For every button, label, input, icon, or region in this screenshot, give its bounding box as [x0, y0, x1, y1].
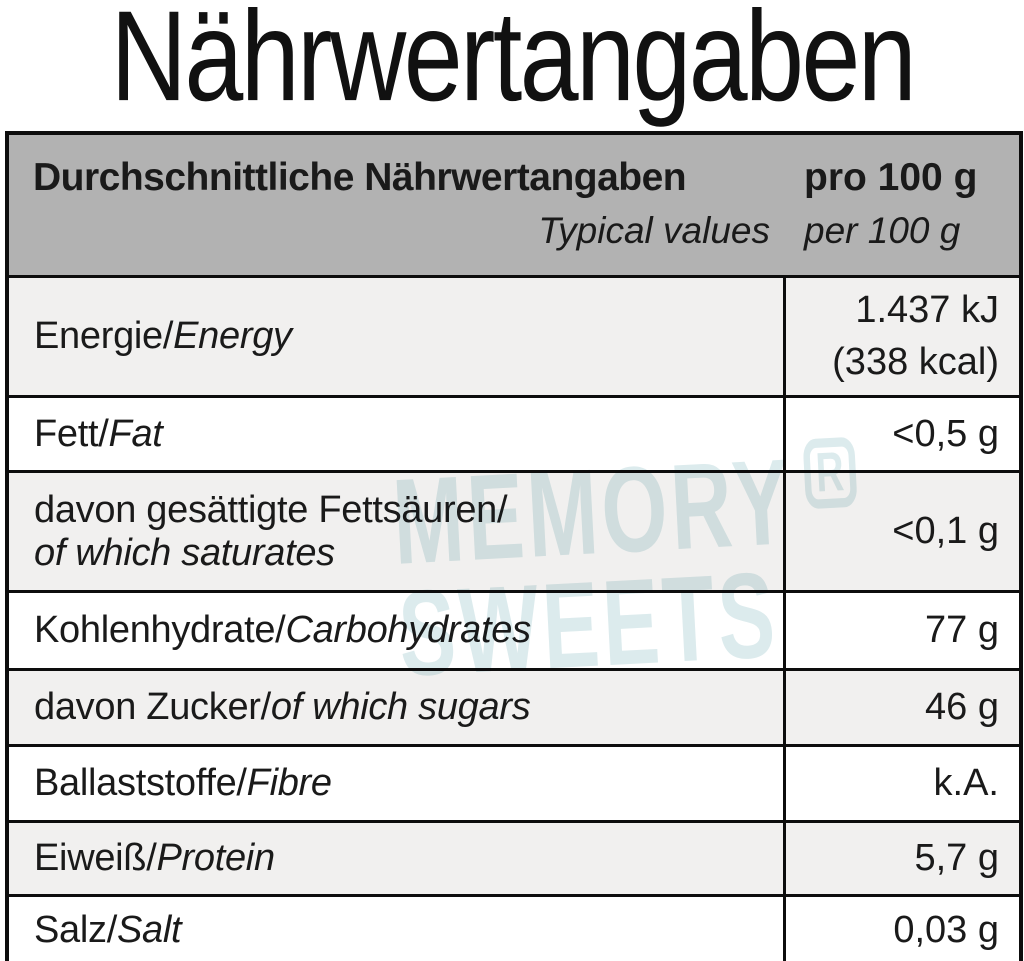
- page-title-container: Nährwertangaben: [0, 0, 1024, 131]
- row-value: 46 g: [782, 669, 1021, 746]
- header-title-de: Durchschnittliche Nährwertangaben: [33, 156, 687, 199]
- row-value: 1.437 kJ (338 kcal): [782, 276, 1021, 397]
- table-row-saturates: davon gesättigte Fettsäuren/of which sat…: [7, 471, 1021, 592]
- row-value: 5,7 g: [782, 821, 1021, 896]
- table-row-fibre: Ballaststoffe/Fibre k.A.: [7, 745, 1021, 822]
- row-label: davon Zucker/of which sugars: [7, 669, 784, 746]
- table-header-row: Durchschnittliche Nährwertangaben Typica…: [7, 133, 1021, 277]
- table-row-fat: Fett/Fat <0,5 g: [7, 396, 1021, 472]
- header-amount-de: pro 100 g: [804, 156, 978, 199]
- header-amount-en: per 100 g: [804, 210, 961, 251]
- table-row-energy: Energie/Energy 1.437 kJ (338 kcal): [7, 276, 1021, 397]
- row-label: Eiweiß/Protein: [7, 821, 784, 896]
- table-row-carbohydrates: Kohlenhydrate/Carbohydrates 77 g: [7, 591, 1021, 670]
- row-value: 77 g: [782, 591, 1021, 670]
- header-amount-column: pro 100 g per 100 g: [784, 133, 1021, 277]
- header-title-en: Typical values: [538, 210, 770, 251]
- header-nutrient-column: Durchschnittliche Nährwertangaben Typica…: [7, 133, 784, 277]
- row-label: Energie/Energy: [7, 276, 784, 397]
- row-value: k.A.: [782, 745, 1021, 822]
- table-row-protein: Eiweiß/Protein 5,7 g: [7, 821, 1021, 896]
- row-value: 0,03 g: [782, 895, 1021, 961]
- nutrition-table-zone: Durchschnittliche Nährwertangaben Typica…: [5, 131, 1023, 961]
- table-row-sugars: davon Zucker/of which sugars 46 g: [7, 669, 1021, 746]
- row-label: Salz/Salt: [7, 895, 784, 961]
- row-label: Fett/Fat: [7, 396, 784, 472]
- nutrition-table: Durchschnittliche Nährwertangaben Typica…: [5, 131, 1023, 961]
- row-label: davon gesättigte Fettsäuren/of which sat…: [7, 471, 784, 592]
- table-row-salt: Salz/Salt 0,03 g: [7, 895, 1021, 961]
- row-label: Kohlenhydrate/Carbohydrates: [7, 591, 784, 670]
- page-title: Nährwertangaben: [110, 0, 916, 128]
- row-label: Ballaststoffe/Fibre: [7, 745, 784, 822]
- row-value: <0,5 g: [782, 396, 1021, 472]
- row-value: <0,1 g: [782, 471, 1021, 592]
